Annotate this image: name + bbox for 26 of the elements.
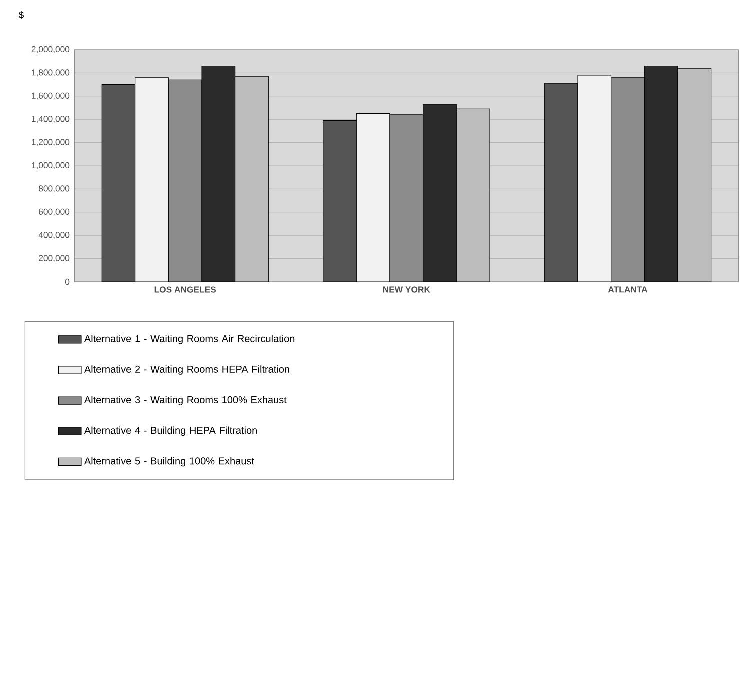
x-tick-label: ATLANTA [608, 286, 648, 293]
y-tick-label: 1,600,000 [32, 92, 70, 100]
bar [578, 75, 612, 282]
y-tick-label: 400,000 [38, 232, 70, 240]
y-tick-label: 1,200,000 [32, 139, 70, 146]
legend-label: Alternative 5 - Building 100% Exhaust [84, 457, 254, 467]
legend-label: Alternative 1 - Waiting Rooms Air Recirculation [84, 335, 295, 344]
y-tick-label: 800,000 [39, 186, 70, 193]
legend-label: Alternative 2 - Waiting Rooms HEPA Filtration [84, 366, 290, 375]
y-tick-label: 0 [65, 278, 70, 286]
y-tick-label: 1,800,000 [32, 70, 70, 77]
y-axis-title: $ [19, 11, 24, 19]
x-tick-label: LOS ANGELES [154, 286, 216, 293]
legend-label: Alternative 3 - Waiting Rooms 100% Exhaust [84, 396, 287, 406]
bar [356, 114, 390, 282]
y-tick-label: 200,000 [39, 255, 70, 262]
x-tick-label: NEW YORK [383, 286, 430, 293]
bar [544, 83, 578, 282]
legend-label: Alternative 4 - Building HEPA Filtration [84, 426, 257, 436]
y-tick-label: 2,000,000 [32, 46, 70, 54]
y-tick-label: 1,400,000 [32, 116, 70, 124]
y-tick-label: 1,000,000 [32, 162, 70, 170]
bar [135, 78, 169, 282]
bar [323, 120, 357, 282]
bar [102, 84, 136, 282]
y-tick-label: 600,000 [39, 208, 70, 216]
